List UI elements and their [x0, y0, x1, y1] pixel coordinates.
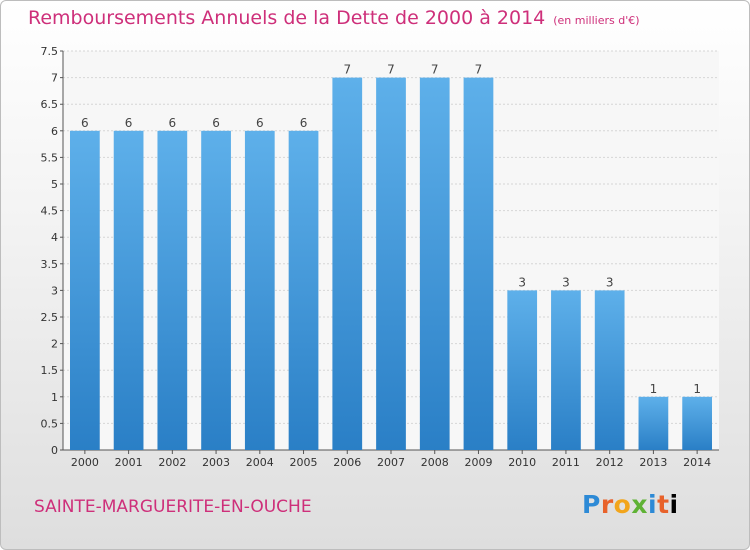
x-tick-label: 2008 [421, 456, 449, 469]
bar [332, 77, 363, 450]
bar [244, 130, 275, 451]
bar [69, 130, 100, 451]
chart-unit-note: (en milliers d'€) [553, 14, 640, 27]
x-tick-label: 2004 [246, 456, 274, 469]
y-tick-label: 7 [51, 72, 58, 85]
y-tick-label: 3.5 [41, 258, 59, 271]
bar [682, 396, 713, 450]
bar-value-label: 7 [431, 63, 439, 77]
y-tick-label: 5 [51, 178, 58, 191]
y-tick-label: 7.5 [41, 45, 59, 58]
bar-value-label: 6 [300, 116, 308, 130]
bar [157, 130, 188, 451]
bar [376, 77, 406, 450]
logo-letter: i [648, 490, 658, 519]
bar-value-label: 6 [81, 116, 89, 130]
bar-value-label: 7 [343, 63, 351, 77]
y-tick-label: 2.5 [41, 311, 59, 324]
x-tick-label: 2003 [202, 456, 230, 469]
y-tick-label: 0.5 [41, 417, 59, 430]
bar-value-label: 3 [518, 275, 526, 289]
bar-value-label: 7 [475, 63, 483, 77]
y-tick-label: 5.5 [41, 151, 59, 164]
bar [551, 290, 581, 450]
chart-title-main: Remboursements Annuels de la Dette de 20… [28, 7, 546, 29]
logo-letter: o [613, 490, 632, 519]
bar-value-label: 6 [125, 116, 133, 130]
x-tick-label: 2012 [596, 456, 624, 469]
bar-value-label: 7 [387, 63, 395, 77]
bar-value-label: 1 [693, 382, 701, 396]
commune-name: SAINTE-MARGUERITE-EN-OUCHE [34, 497, 312, 517]
x-tick-label: 2014 [683, 456, 711, 469]
bar [113, 130, 144, 451]
y-tick-label: 4 [51, 231, 58, 244]
logo-letter: t [657, 490, 670, 519]
x-tick-label: 2001 [115, 456, 143, 469]
logo-letter: r [600, 490, 614, 519]
x-tick-label: 2002 [158, 456, 186, 469]
x-tick-label: 2013 [639, 456, 667, 469]
x-tick-label: 2006 [333, 456, 361, 469]
bar [507, 290, 538, 450]
bar [638, 396, 669, 450]
bar [419, 77, 450, 450]
y-tick-label: 4.5 [41, 205, 59, 218]
bar-value-label: 6 [169, 116, 177, 130]
y-tick-label: 6 [51, 125, 58, 138]
x-tick-label: 2000 [71, 456, 99, 469]
x-tick-label: 2005 [290, 456, 318, 469]
bar [288, 130, 319, 451]
y-tick-label: 3 [51, 284, 58, 297]
y-tick-label: 1.5 [41, 364, 59, 377]
proxiti-logo: Proxiti [582, 490, 679, 519]
x-tick-label: 2010 [508, 456, 536, 469]
bar-value-label: 6 [212, 116, 220, 130]
bar [594, 290, 625, 450]
y-tick-label: 2 [51, 338, 58, 351]
logo-letter: P [582, 490, 601, 519]
bar [463, 77, 494, 450]
y-tick-label: 1 [51, 391, 58, 404]
chart-title: Remboursements Annuels de la Dette de 20… [28, 7, 640, 29]
x-tick-label: 2007 [377, 456, 405, 469]
bar [201, 130, 231, 451]
logo-letter: i [669, 490, 679, 519]
x-tick-label: 2011 [552, 456, 580, 469]
logo-letter: x [631, 490, 648, 519]
bar-value-label: 3 [562, 275, 570, 289]
x-tick-label: 2009 [464, 456, 492, 469]
y-tick-label: 6.5 [41, 98, 59, 111]
y-tick-label: 0 [51, 444, 58, 457]
bar-value-label: 6 [256, 116, 264, 130]
bar-value-label: 3 [606, 275, 614, 289]
bar-value-label: 1 [650, 382, 658, 396]
